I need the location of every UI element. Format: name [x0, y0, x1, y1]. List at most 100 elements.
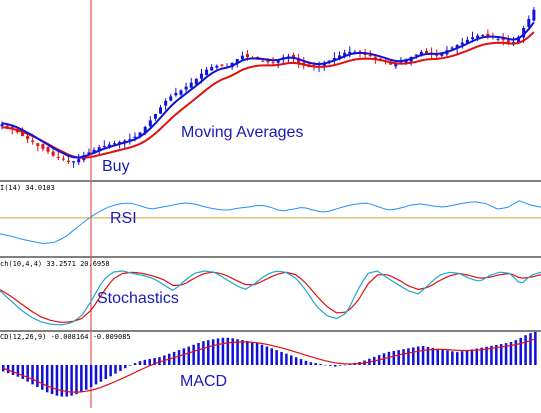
- macd-histogram-bar: [338, 365, 342, 366]
- candle-body: [210, 67, 214, 71]
- candle-body: [41, 144, 45, 149]
- candle-body: [435, 54, 439, 56]
- macd-histogram-bar: [109, 365, 112, 377]
- candle-body: [56, 156, 60, 158]
- macd-histogram-bar: [36, 365, 39, 388]
- macd-histogram-bar: [514, 340, 518, 365]
- macd-histogram-bar: [70, 365, 73, 396]
- macd-histogram-bar: [11, 365, 15, 375]
- candle-body: [174, 92, 178, 96]
- macd-histogram-bar: [104, 365, 108, 379]
- macd-histogram-bar: [441, 349, 444, 365]
- candle-body: [97, 147, 101, 152]
- macd-histogram-bar: [65, 365, 68, 397]
- stochastics-panel: [0, 270, 541, 326]
- candle-body: [199, 73, 203, 79]
- candle-body: [215, 65, 219, 68]
- candle-body: [522, 28, 526, 38]
- macd-histogram-bar: [192, 344, 195, 365]
- macd-histogram-bar: [26, 365, 29, 382]
- candle-body: [87, 152, 91, 155]
- macd-histogram-bar: [470, 349, 474, 365]
- candle-body: [343, 52, 347, 57]
- macd-info-label: CD(12,26,9) -0.008164 -0.009085: [0, 333, 131, 341]
- candle-body: [517, 36, 521, 44]
- macd-histogram-bar: [6, 365, 10, 374]
- macd-histogram-bar: [412, 347, 415, 365]
- macd-histogram-bar: [153, 358, 156, 365]
- macd-histogram-bar: [509, 341, 513, 365]
- candle-body: [113, 143, 117, 145]
- macd-histogram-bar: [451, 351, 454, 365]
- macd-histogram-bar: [31, 365, 34, 385]
- candle-body: [486, 33, 490, 37]
- candle-body: [363, 54, 367, 56]
- candle-body: [5, 125, 9, 127]
- candle-body: [527, 18, 531, 27]
- macd-histogram-bar: [41, 365, 44, 390]
- macd-histogram-bar: [299, 359, 303, 365]
- macd-histogram-bar: [80, 365, 83, 393]
- macd-histogram-bar: [236, 339, 239, 365]
- macd-histogram-bar: [94, 365, 98, 385]
- macd-histogram-bar: [387, 351, 391, 365]
- candle-body: [506, 40, 510, 43]
- macd-histogram-bar: [172, 351, 176, 365]
- candle-body: [440, 52, 444, 56]
- candle-body: [368, 54, 372, 57]
- candle-body: [148, 120, 152, 127]
- candle-body: [164, 100, 168, 106]
- macd-histogram-bar: [314, 363, 317, 365]
- macd-histogram-bar: [465, 350, 469, 365]
- macd-histogram-bar: [255, 342, 259, 365]
- candle-body: [133, 136, 137, 138]
- macd-histogram-bar: [343, 364, 347, 366]
- candle-body: [194, 78, 198, 85]
- candle-body: [460, 42, 464, 45]
- macd-histogram-bar: [250, 341, 254, 365]
- macd-histogram-bar: [197, 342, 200, 365]
- macd-histogram-bar: [231, 338, 234, 365]
- macd-signal-line: [2, 338, 536, 393]
- candle-body: [419, 51, 423, 56]
- macd-histogram-bar: [529, 333, 532, 365]
- candle-body: [72, 161, 76, 163]
- candle-body: [496, 38, 500, 40]
- candle-body: [153, 113, 157, 119]
- macd-histogram-bar: [490, 345, 493, 365]
- panel-separators: [0, 180, 541, 332]
- candle-body: [394, 64, 398, 67]
- macd-histogram-bar: [426, 346, 430, 365]
- candle-body: [66, 160, 70, 162]
- macd-histogram-bar: [21, 365, 25, 379]
- macd-histogram-bar: [226, 337, 230, 365]
- macd-histogram-bar: [114, 365, 117, 374]
- stochastics-annotation: Stochastics: [97, 290, 179, 307]
- macd-histogram-bar: [202, 341, 205, 365]
- candle-body: [143, 126, 147, 133]
- candle-body: [424, 50, 428, 54]
- macd-histogram-bar: [333, 365, 337, 367]
- candle-body: [102, 145, 106, 147]
- macd-histogram-bar: [309, 362, 313, 365]
- candle-body: [266, 60, 270, 63]
- macd-annotation: MACD: [180, 373, 228, 390]
- candle-body: [77, 159, 81, 163]
- macd-histogram-bar: [45, 365, 49, 393]
- macd-histogram-bar: [499, 344, 503, 365]
- candle-body: [0, 124, 4, 127]
- candle-body: [297, 58, 301, 63]
- candle-body: [179, 90, 183, 95]
- rsi-line: [0, 200, 541, 245]
- macd-histogram-bar: [187, 346, 191, 365]
- macd-histogram-bar: [246, 340, 249, 365]
- macd-histogram-bar: [480, 347, 483, 365]
- candle-body: [348, 51, 352, 55]
- candle-body: [51, 151, 55, 156]
- macd-histogram-bar: [436, 348, 439, 365]
- macd-histogram-bar: [416, 346, 420, 365]
- macd-histogram-bar: [504, 343, 508, 365]
- candle-body: [61, 158, 65, 160]
- macd-histogram-bar: [50, 365, 54, 395]
